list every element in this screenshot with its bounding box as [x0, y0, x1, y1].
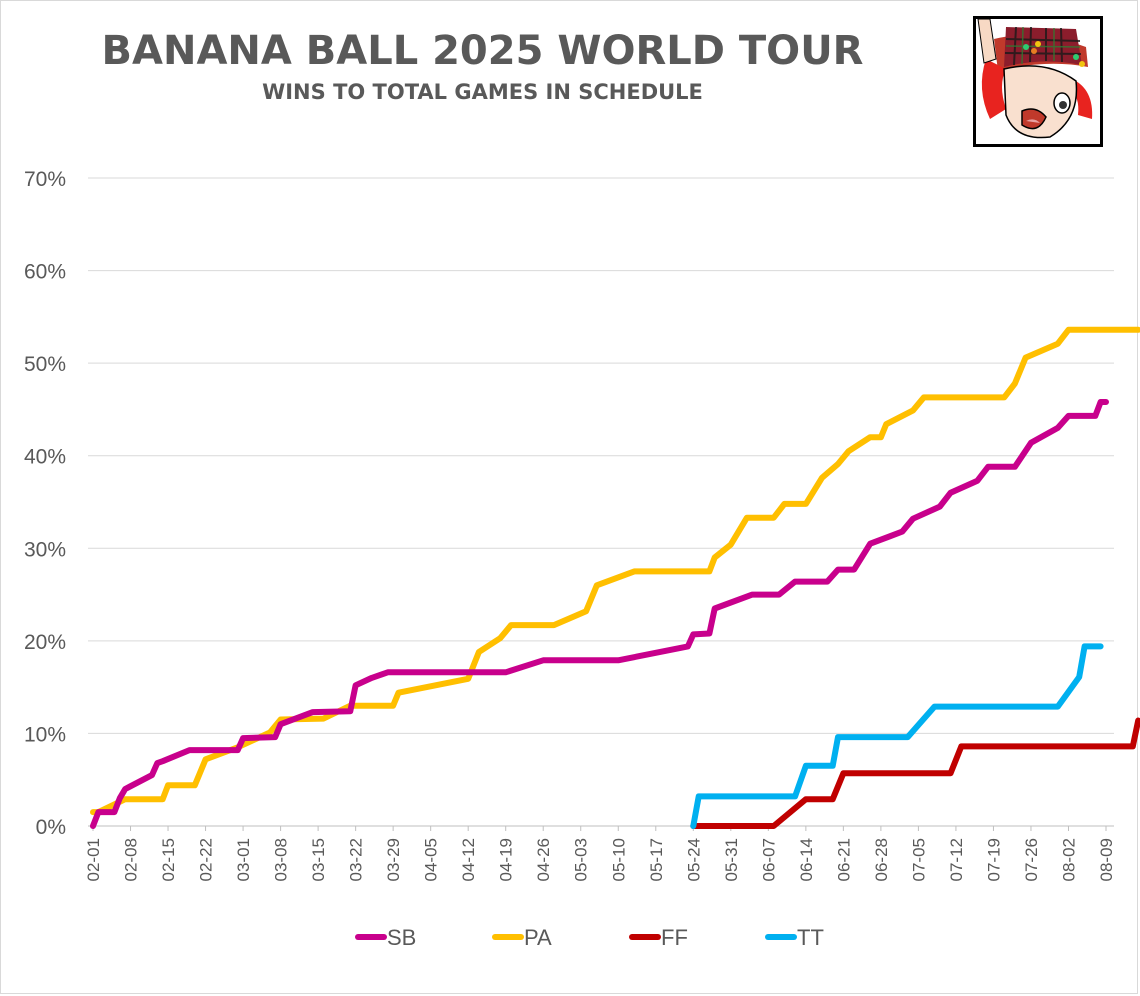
- x-tick-label: 05-31: [722, 838, 741, 881]
- series-line-tt: [690, 643, 1104, 829]
- legend-label: TT: [797, 925, 824, 950]
- x-tick-label: 03-29: [384, 838, 403, 881]
- y-tick-label: 70%: [24, 168, 66, 191]
- y-tick-label: 10%: [24, 723, 66, 746]
- x-tick-label: 04-19: [497, 838, 516, 881]
- x-tick-label: 04-05: [422, 838, 441, 881]
- x-tick-label: 02-01: [84, 838, 103, 881]
- x-tick-label: 03-15: [309, 838, 328, 881]
- legend-entry-sb: SB: [355, 925, 416, 950]
- y-tick-label: 50%: [24, 353, 66, 376]
- x-tick-label: 06-14: [797, 838, 816, 881]
- x-tick-label: 05-03: [572, 838, 591, 881]
- x-tick-label: 07-26: [1022, 838, 1041, 881]
- series-line-sb: [90, 399, 1109, 829]
- x-tick-label: 03-01: [234, 838, 253, 881]
- x-tick-label: 06-07: [759, 838, 778, 881]
- x-tick-label: 03-08: [272, 838, 291, 881]
- x-tick-label: 02-22: [197, 838, 216, 881]
- legend-label: SB: [387, 925, 416, 950]
- x-tick-label: 02-15: [159, 838, 178, 881]
- legend-entry-tt: TT: [765, 925, 824, 950]
- y-tick-label: 40%: [24, 446, 66, 469]
- y-tick-label: 60%: [24, 261, 66, 284]
- x-tick-label: 07-19: [984, 838, 1003, 881]
- x-tick-label: 08-09: [1097, 838, 1116, 881]
- chart-subtitle: WINS TO TOTAL GAMES IN SCHEDULE: [262, 80, 703, 104]
- chart-title: BANANA BALL 2025 WORLD TOUR: [101, 28, 864, 74]
- x-tick-label: 03-22: [347, 838, 366, 881]
- legend-entry-pa: PA: [492, 925, 552, 950]
- x-tick-label: 04-26: [534, 838, 553, 881]
- x-tick-label: 02-08: [122, 838, 141, 881]
- x-tick-label: 06-21: [834, 838, 853, 881]
- legend-label: PA: [524, 925, 552, 950]
- legend-entry-ff: FF: [629, 925, 688, 950]
- x-tick-label: 04-12: [459, 838, 478, 881]
- y-tick-label: 20%: [24, 631, 66, 654]
- legend-label: FF: [661, 925, 688, 950]
- x-tick-label: 07-05: [909, 838, 928, 881]
- x-tick-label: 05-10: [609, 838, 628, 881]
- x-tick-label: 05-17: [647, 838, 666, 881]
- series-line-ff: [690, 717, 1140, 829]
- y-tick-label: 0%: [36, 816, 66, 839]
- x-tick-label: 07-12: [947, 838, 966, 881]
- x-tick-label: 05-24: [684, 838, 703, 881]
- y-tick-label: 30%: [24, 538, 66, 561]
- cartoon-avatar-icon: [973, 16, 1103, 147]
- x-tick-label: 08-02: [1059, 838, 1078, 881]
- x-tick-label: 06-28: [872, 838, 891, 881]
